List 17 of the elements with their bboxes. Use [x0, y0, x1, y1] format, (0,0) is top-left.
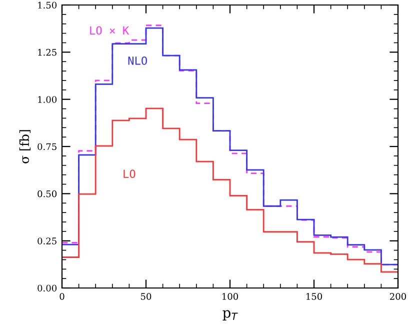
y-axis-title: σ [fb] — [19, 130, 31, 164]
series-label: LO × K — [90, 26, 130, 35]
y-tick-label: 1.25 — [38, 48, 56, 56]
x-tick-label: 150 — [306, 293, 322, 300]
series-label: NLO — [128, 56, 147, 65]
y-tick-label: 0.25 — [38, 238, 56, 244]
x-tick-label: 100 — [222, 293, 238, 300]
y-tick-label: 1.50 — [38, 2, 57, 9]
x-tick-label: 50 — [141, 293, 152, 300]
y-tick-label: 0.00 — [38, 284, 57, 292]
x-axis-title: p$_{T}$ — [222, 310, 238, 320]
y-tick-label: 0.75 — [38, 143, 56, 150]
x-tick-label: 200 — [390, 293, 406, 300]
text: LO — [124, 170, 136, 178]
y-tick-label: 1.00 — [38, 96, 57, 103]
y-tick-label: 0.50 — [38, 190, 57, 198]
x-tick-label: 0 — [60, 293, 64, 300]
